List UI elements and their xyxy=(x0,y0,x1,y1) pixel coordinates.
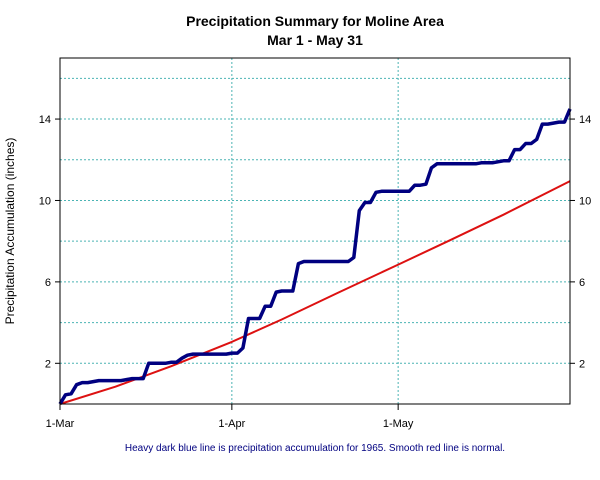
y-tick-label-left: 10 xyxy=(39,195,51,207)
y-axis-right-ticks: 2 6 10 14 xyxy=(570,114,591,370)
observed-line xyxy=(58,108,572,405)
x-tick-label: 1-Apr xyxy=(218,418,245,430)
chart-caption: Heavy dark blue line is precipitation ac… xyxy=(125,443,505,454)
y-tick-label-left: 14 xyxy=(39,114,51,126)
y-tick-label-right: 10 xyxy=(579,195,591,207)
plot-frame xyxy=(59,57,571,405)
grid-lines xyxy=(60,58,570,404)
normal-series xyxy=(59,180,571,405)
y-tick-label-left: 2 xyxy=(45,358,51,370)
y-axis-left-ticks: 2 6 10 14 xyxy=(39,114,60,370)
y-tick-label-right: 14 xyxy=(579,114,591,126)
x-tick-label: 1-Mar xyxy=(46,418,75,430)
y-tick-label-right: 6 xyxy=(579,277,585,289)
normal-line xyxy=(59,180,571,405)
x-axis-ticks: 1-Mar 1-Apr 1-May xyxy=(46,404,414,430)
observed-series xyxy=(58,108,572,405)
y-axis-label: Precipitation Accumulation (inches) xyxy=(3,138,17,325)
x-tick-label: 1-May xyxy=(383,418,414,430)
chart-subtitle: Mar 1 - May 31 xyxy=(267,32,363,48)
chart-title: Precipitation Summary for Moline Area xyxy=(186,13,444,29)
y-tick-label-right: 2 xyxy=(579,358,585,370)
y-tick-label-left: 6 xyxy=(45,277,51,289)
